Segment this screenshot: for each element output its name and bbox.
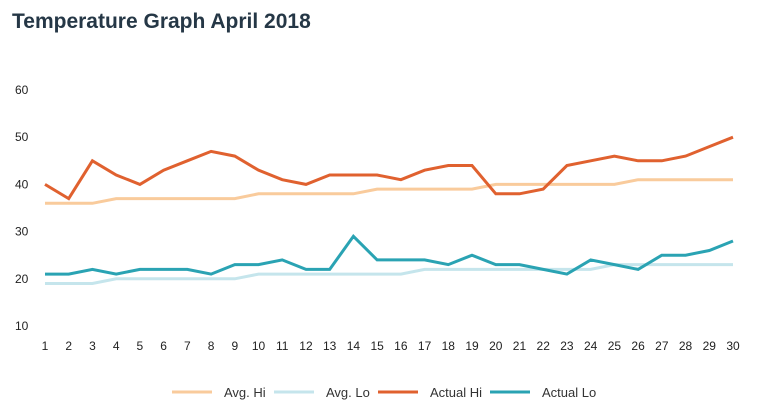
legend-item: Actual Hi <box>378 385 482 400</box>
x-tick-label: 28 <box>679 339 693 353</box>
x-tick-label: 25 <box>608 339 622 353</box>
y-axis-ticks: 10 20 30 40 50 60 <box>15 83 29 333</box>
x-axis-ticks: 1 2 3 4 5 6 7 8 9 10 11 12 13 14 15 16 17 18 19 20 21 22 23 24 2… <box>42 339 740 353</box>
x-tick-label: 19 <box>465 339 479 353</box>
y-tick-label: 60 <box>15 83 29 97</box>
series-line-avg-hi <box>45 178 733 205</box>
x-tick-label: 8 <box>208 339 215 353</box>
x-tick-label: 27 <box>655 339 669 353</box>
x-tick-label: 13 <box>323 339 337 353</box>
legend: Avg. Hi Avg. Lo Actual Hi Actual Lo <box>172 385 596 400</box>
x-tick-label: 20 <box>489 339 503 353</box>
x-tick-label: 7 <box>184 339 191 353</box>
x-tick-label: 9 <box>231 339 238 353</box>
legend-label: Actual Lo <box>542 385 596 400</box>
x-tick-label: 4 <box>113 339 120 353</box>
x-tick-label: 2 <box>65 339 72 353</box>
x-tick-label: 21 <box>513 339 527 353</box>
y-tick-label: 20 <box>15 272 29 286</box>
x-tick-label: 15 <box>370 339 384 353</box>
y-tick-label: 30 <box>15 225 29 239</box>
y-tick-label: 10 <box>15 319 29 333</box>
legend-label: Actual Hi <box>430 385 482 400</box>
y-tick-label: 40 <box>15 177 29 191</box>
x-tick-label: 14 <box>347 339 361 353</box>
x-tick-label: 11 <box>276 339 289 353</box>
legend-item: Avg. Hi <box>172 385 266 400</box>
y-tick-label: 50 <box>15 130 29 144</box>
x-tick-label: 5 <box>137 339 144 353</box>
x-tick-label: 3 <box>89 339 96 353</box>
x-tick-label: 24 <box>584 339 598 353</box>
x-tick-label: 16 <box>394 339 408 353</box>
x-tick-label: 22 <box>537 339 551 353</box>
series-line-actual-hi <box>44 135 734 201</box>
x-tick-label: 30 <box>726 339 740 353</box>
legend-item: Actual Lo <box>490 385 596 400</box>
x-tick-label: 17 <box>418 339 432 353</box>
legend-item: Avg. Lo <box>274 385 370 400</box>
chart-title: Temperature Graph April 2018 <box>12 10 311 33</box>
legend-label: Avg. Hi <box>224 385 266 400</box>
x-tick-label: 29 <box>703 339 717 353</box>
x-tick-label: 12 <box>299 339 313 353</box>
x-tick-label: 1 <box>42 339 49 353</box>
legend-label: Avg. Lo <box>326 385 370 400</box>
x-tick-label: 26 <box>631 339 645 353</box>
series-lines <box>44 135 734 285</box>
x-tick-label: 10 <box>252 339 266 353</box>
series-line-actual-lo <box>45 233 734 276</box>
x-tick-label: 6 <box>160 339 167 353</box>
x-tick-label: 18 <box>442 339 456 353</box>
x-tick-label: 23 <box>560 339 574 353</box>
